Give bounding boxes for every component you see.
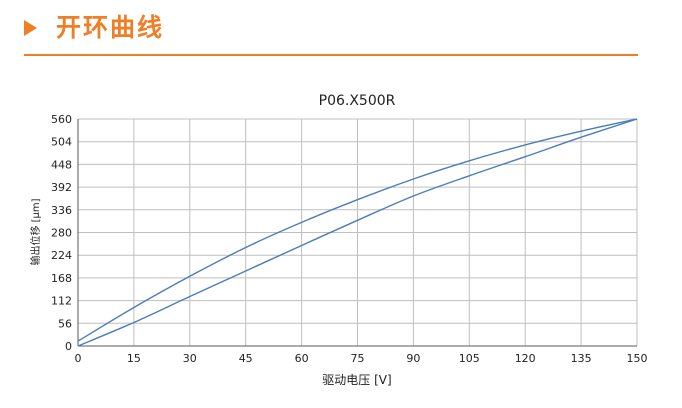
x-tick-label: 0 xyxy=(75,352,82,365)
y-tick-label: 168 xyxy=(51,272,72,285)
y-tick-label: 504 xyxy=(51,136,72,149)
y-tick-label: 56 xyxy=(58,317,72,330)
y-tick-label: 336 xyxy=(51,204,72,217)
x-tick-label: 15 xyxy=(127,352,141,365)
x-tick-label: 60 xyxy=(295,352,309,365)
y-tick-label: 0 xyxy=(65,340,72,353)
x-tick-label: 75 xyxy=(351,352,365,365)
section-header: 开环曲线 xyxy=(0,0,682,60)
y-tick-label: 392 xyxy=(51,181,72,194)
chart-title: P06.X500R xyxy=(319,93,396,109)
series-group xyxy=(77,118,638,347)
series-line-1 xyxy=(77,118,638,342)
header-divider xyxy=(24,54,638,56)
x-tick-label: 45 xyxy=(239,352,253,365)
x-tick-label: 150 xyxy=(627,352,648,365)
x-tick-label: 105 xyxy=(459,352,480,365)
triangle-right-icon xyxy=(24,20,37,36)
x-tick-label: 30 xyxy=(183,352,197,365)
y-tick-label: 560 xyxy=(51,113,72,126)
grid xyxy=(77,118,638,347)
y-tick-label: 448 xyxy=(51,158,72,171)
x-axis-ticks: 0 15 30 45 60 75 90 105 120 135 150 xyxy=(75,352,648,365)
y-axis-ticks: 0 56 112 168 224 280 336 392 448 504 560 xyxy=(51,113,72,353)
series-line-2 xyxy=(77,118,638,347)
y-tick-label: 280 xyxy=(51,227,72,240)
x-tick-label: 90 xyxy=(406,352,420,365)
y-tick-label: 224 xyxy=(51,249,72,262)
y-tick-label: 112 xyxy=(51,295,72,308)
section-title: 开环曲线 xyxy=(56,13,165,42)
x-tick-label: 135 xyxy=(571,352,592,365)
x-tick-label: 120 xyxy=(515,352,536,365)
x-axis-label: 驱动电压 [V] xyxy=(322,373,391,387)
y-axis-label: 输出位移 [μm] xyxy=(29,198,42,265)
